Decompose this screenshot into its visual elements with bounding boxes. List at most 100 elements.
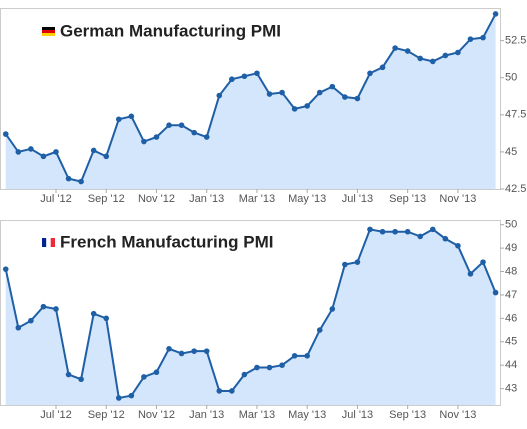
x-tick-label: Sep '13: [389, 409, 426, 421]
point: [429, 226, 436, 233]
x-tick-label: Nov '12: [138, 193, 175, 205]
area: [5, 13, 496, 189]
point: [153, 134, 160, 140]
point: [417, 233, 424, 240]
point: [128, 392, 135, 399]
point: [279, 89, 285, 96]
point: [229, 388, 235, 394]
point: [492, 11, 499, 17]
point: [455, 242, 461, 249]
point: [28, 317, 34, 324]
point: [53, 306, 59, 312]
x-tick-label: Jul '13: [342, 409, 373, 421]
point: [266, 364, 273, 371]
point: [191, 348, 197, 354]
point: [115, 395, 122, 401]
x-tick-label: Jul '12: [40, 193, 71, 205]
point: [316, 89, 323, 96]
y-tick-label: 43: [505, 383, 517, 395]
flag-de-black: [42, 27, 55, 30]
plot-frame: [0, 8, 501, 190]
point: [254, 70, 260, 77]
y-tick-label: 52.5: [505, 35, 526, 47]
point: [15, 324, 22, 331]
chart-title: French Manufacturing PMI: [60, 232, 273, 251]
chart-title: German Manufacturing PMI: [60, 21, 281, 40]
y-tick-label: 46: [505, 312, 517, 324]
point: [291, 353, 298, 359]
plot-frame: [0, 220, 501, 406]
point: [90, 310, 97, 317]
x-tick-label: Sep '13: [389, 193, 426, 205]
flag-fr-white: [46, 238, 51, 247]
x-tick-label: Nov '12: [138, 409, 175, 421]
point: [316, 327, 323, 333]
point: [2, 131, 9, 137]
point: [90, 147, 97, 154]
point: [417, 55, 424, 62]
y-tick-label: 48: [505, 265, 517, 277]
flag-fr-red: [50, 238, 55, 247]
point: [241, 73, 248, 80]
point: [266, 91, 273, 97]
y-tick-label: 47: [505, 289, 517, 301]
flag-fr-blue: [42, 238, 47, 247]
point: [404, 48, 411, 54]
point: [467, 271, 474, 277]
x-tick-label: Nov '13: [439, 193, 476, 205]
x-tick-label: Jan '13: [189, 409, 224, 421]
flag-de-gold: [42, 33, 55, 36]
point: [367, 226, 373, 233]
y-tick-label: 50: [505, 72, 517, 84]
point: [329, 306, 336, 312]
point: [65, 175, 72, 182]
point: [15, 149, 22, 155]
point: [153, 369, 160, 376]
point: [141, 374, 147, 380]
point: [480, 34, 486, 41]
line: [4, 228, 497, 400]
point: [342, 94, 348, 100]
point: [379, 228, 386, 235]
point: [455, 49, 461, 56]
point: [379, 64, 386, 71]
point: [78, 178, 84, 185]
y-tick-label: 50: [505, 219, 517, 231]
point: [65, 371, 72, 378]
line: [4, 13, 497, 183]
x-tick-label: Jan '13: [189, 193, 224, 205]
point: [429, 58, 436, 65]
point: [492, 289, 499, 296]
point: [40, 153, 47, 160]
point: [216, 92, 223, 99]
point: [342, 261, 348, 268]
point: [304, 353, 310, 359]
point: [53, 149, 59, 155]
point: [191, 129, 197, 136]
point: [442, 235, 449, 242]
point: [467, 36, 474, 42]
point: [203, 134, 210, 140]
point: [115, 116, 122, 123]
x-tick-label: Nov '13: [439, 409, 476, 421]
point: [354, 95, 361, 102]
point: [178, 122, 185, 129]
point: [203, 348, 210, 354]
x-tick-label: Mar '13: [239, 193, 275, 205]
x-tick-label: Mar '13: [239, 409, 275, 421]
point: [392, 45, 398, 51]
y-tick-label: 49: [505, 242, 517, 254]
point: [40, 303, 47, 310]
point: [128, 113, 135, 120]
x-tick-label: May '13: [288, 193, 326, 205]
point: [442, 52, 449, 59]
point: [254, 364, 260, 371]
point: [392, 228, 398, 235]
point: [291, 106, 298, 112]
x-tick-label: Sep '12: [88, 409, 125, 421]
point: [166, 122, 172, 129]
y-tick-label: 42.5: [505, 183, 526, 195]
point: [229, 76, 235, 83]
point: [103, 315, 110, 322]
